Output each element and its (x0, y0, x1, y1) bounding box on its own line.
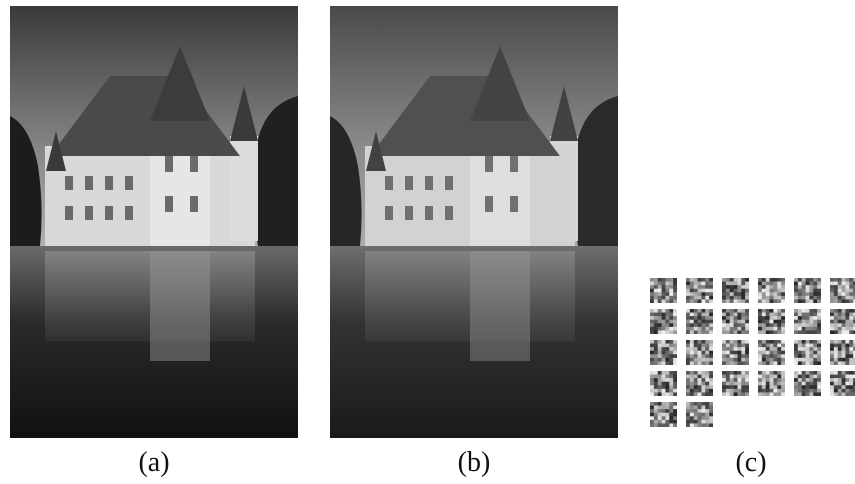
filter-tile (722, 340, 749, 365)
filter-tile (794, 371, 821, 396)
filter-tile (722, 309, 749, 334)
filter-tile (794, 309, 821, 334)
filter-tile (686, 340, 713, 365)
filter-tile (686, 309, 713, 334)
panel-b (330, 6, 618, 438)
filter-tile (650, 371, 677, 396)
filter-grid (650, 278, 855, 428)
filter-tile (830, 340, 855, 365)
caption-a: (a) (138, 447, 170, 478)
filter-tile (650, 402, 677, 427)
panel-a (10, 6, 298, 438)
filter-tile (830, 371, 855, 396)
filter-tile (794, 340, 821, 365)
filter-tile (758, 309, 785, 334)
filter-tile (722, 278, 749, 303)
filter-tile (686, 278, 713, 303)
filter-tile (758, 278, 785, 303)
caption-b: (b) (457, 447, 491, 478)
filter-tile (650, 309, 677, 334)
filter-tile (758, 340, 785, 365)
filter-tile (794, 278, 821, 303)
filter-tile (650, 340, 677, 365)
filter-tile (686, 402, 713, 427)
filter-tile (830, 309, 855, 334)
filter-tile (650, 278, 677, 303)
castle-photo-a (10, 6, 298, 438)
castle-photo-b (330, 6, 618, 438)
filter-tile (686, 371, 713, 396)
filter-tile (758, 371, 785, 396)
caption-c: (c) (735, 447, 767, 478)
filter-tile (830, 278, 855, 303)
filter-tile (722, 371, 749, 396)
